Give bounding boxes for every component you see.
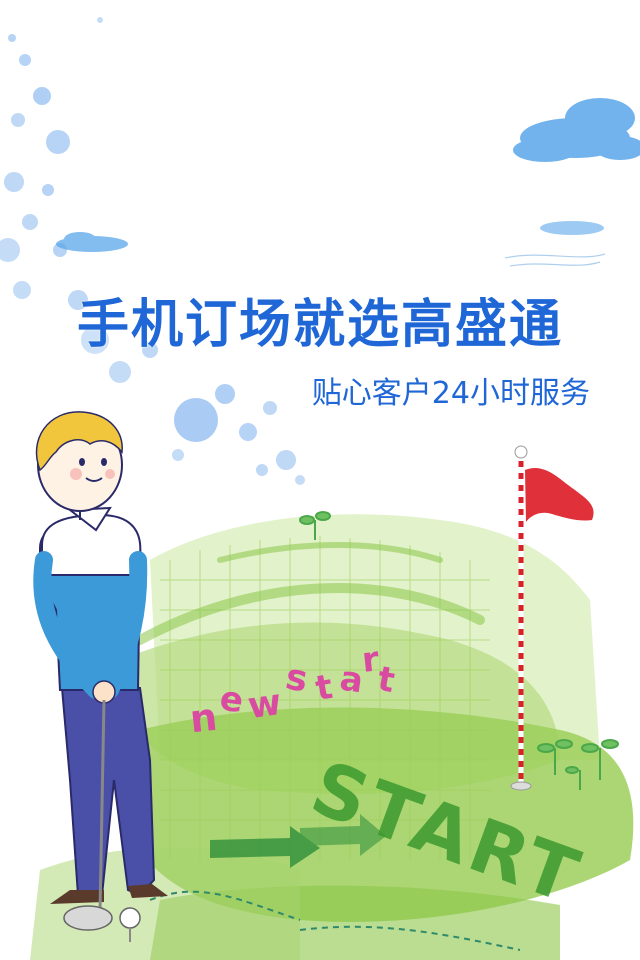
letter-n: n [188, 695, 220, 742]
cloud-icon [540, 221, 604, 235]
letter-e: e [217, 679, 245, 722]
bubble-cluster [0, 17, 305, 485]
cloud-icon [513, 98, 640, 162]
wind-lines [505, 254, 605, 266]
cloud-icon [56, 232, 128, 252]
headline: 手机订场就选高盛通 [40, 282, 600, 357]
letter-t: t [313, 667, 336, 709]
letter-a: a [337, 659, 365, 702]
new-start-lettering: n e w s t a r t [190, 640, 400, 740]
letter-w: w [245, 682, 284, 727]
letter-s: s [283, 656, 311, 700]
subline: 贴心客户24小时服务 [250, 368, 590, 412]
